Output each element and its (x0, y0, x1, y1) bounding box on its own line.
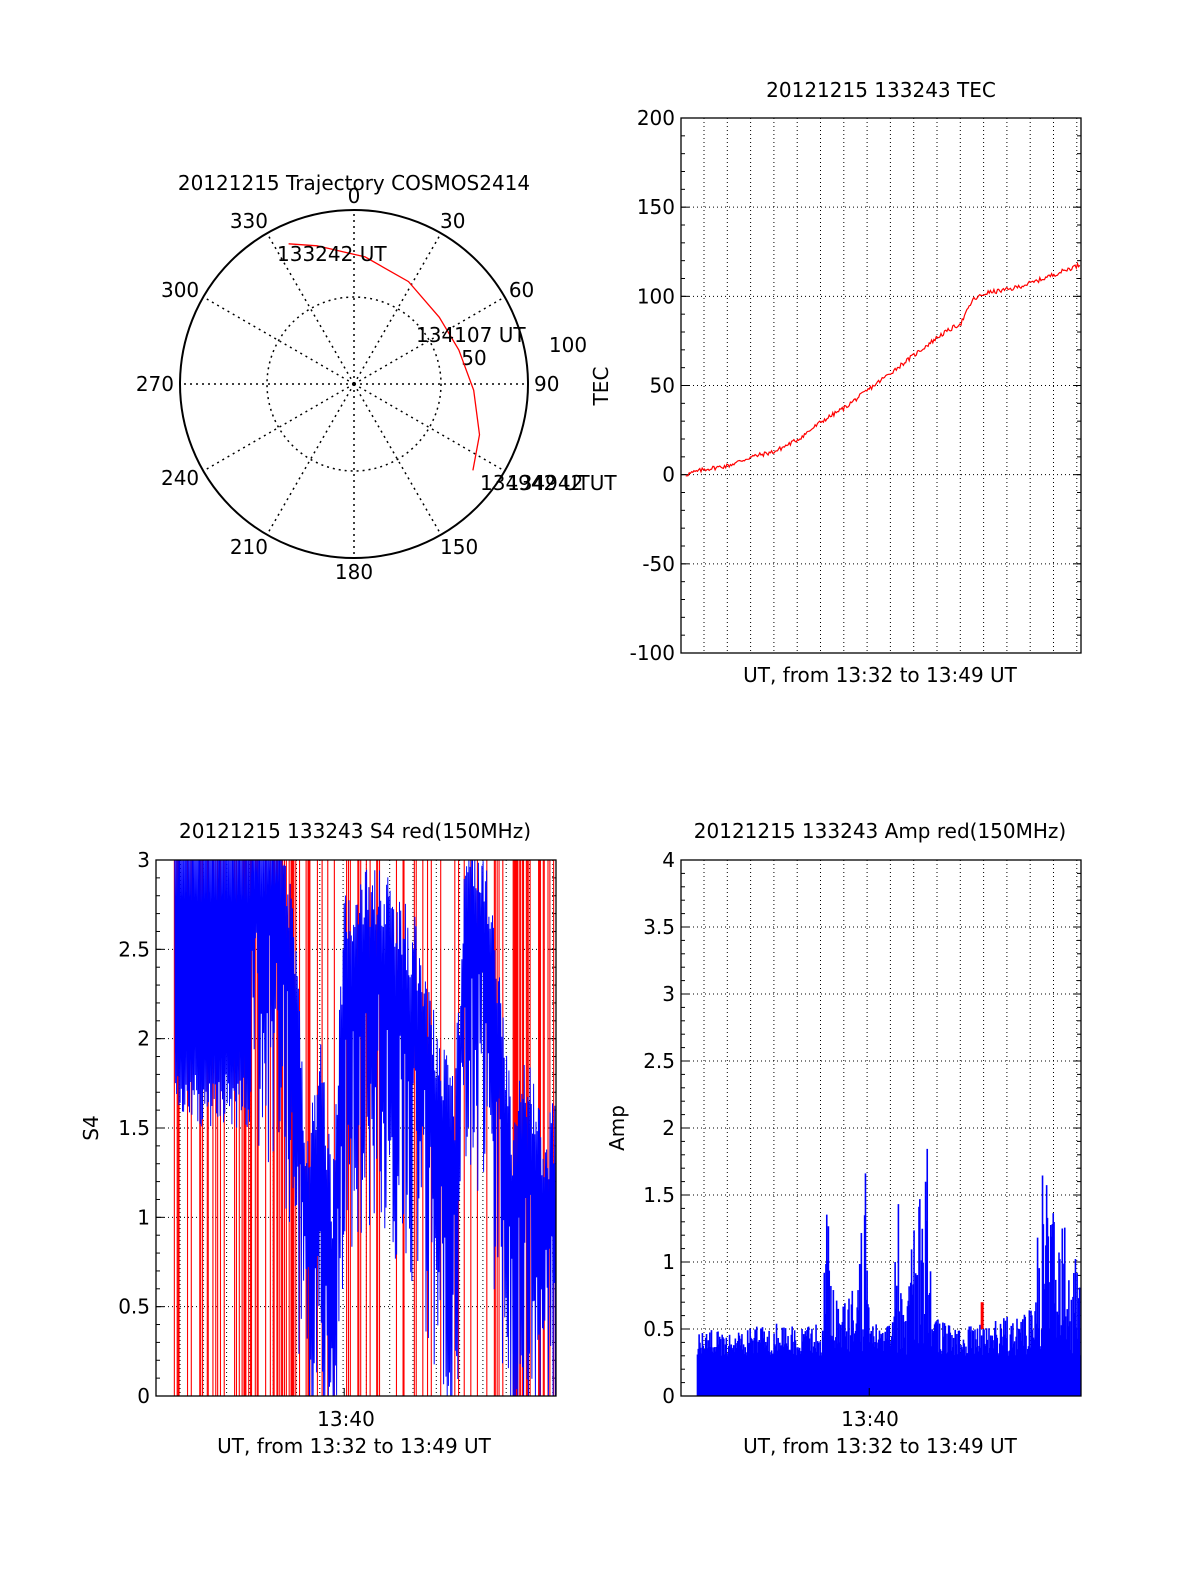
trajectory-end-annotation-b: 134942 UT (507, 471, 617, 495)
y-tick-label: 0 (662, 463, 675, 487)
y-tick-label: 3.5 (643, 915, 675, 939)
polar-angle-label: 210 (230, 535, 268, 559)
polar-spoke (266, 383, 355, 536)
y-tick-label: 2 (137, 1027, 150, 1051)
polar-angle-label: 90 (534, 372, 559, 396)
polar-angle-label: 60 (509, 278, 534, 302)
polar-spoke (202, 383, 355, 472)
y-tick-label: 0 (662, 1384, 675, 1408)
s4-blue-series (174, 859, 556, 1397)
y-tick-label: 2.5 (643, 1049, 675, 1073)
polar-ring-label-100: 100 (549, 333, 587, 357)
y-tick-label: -100 (630, 641, 675, 665)
polar-outer-circle (179, 209, 529, 559)
polar-ring-label-50: 50 (461, 346, 486, 370)
polar-angle-label: 330 (230, 209, 268, 233)
y-tick-label: 3 (662, 982, 675, 1006)
polar-spoke (353, 232, 442, 385)
y-tick-label: 0 (137, 1384, 150, 1408)
tec-y-axis-label: TEC (589, 367, 613, 407)
polar-spoke (353, 383, 442, 536)
y-tick-label: 0.5 (118, 1295, 150, 1319)
y-tick-label: 0.5 (643, 1317, 675, 1341)
trajectory-end-annotation-a: 134942 UT (480, 471, 590, 495)
tec-chart: 20121215 133243 TEC TEC UT, from 13:32 t… (589, 78, 1082, 687)
tec-series-line (685, 261, 1081, 477)
y-tick-label: 4 (662, 848, 675, 872)
trajectory-mid-annotation: 134107 UT (416, 323, 526, 347)
amp-y-axis-label: Amp (605, 1105, 629, 1151)
y-tick-label: 1.5 (643, 1183, 675, 1207)
amp-x-axis-label: UT, from 13:32 to 13:49 UT (743, 1434, 1018, 1458)
polar-trajectory (288, 243, 481, 471)
trajectory-line (288, 243, 481, 471)
y-tick-label: 1.5 (118, 1116, 150, 1140)
polar-angle-label: 0 (348, 184, 361, 208)
s4-x-tick-label: 13:40 (317, 1407, 375, 1431)
polar-spoke (266, 232, 355, 385)
polar-angle-label: 150 (440, 535, 478, 559)
tec-x-axis-label: UT, from 13:32 to 13:49 UT (743, 663, 1018, 687)
s4-x-axis-label: UT, from 13:32 to 13:49 UT (217, 1434, 492, 1458)
amp-chart-title: 20121215 133243 Amp red(150MHz) (694, 819, 1066, 843)
polar-spoke (202, 296, 355, 385)
polar-angle-label: 30 (440, 209, 465, 233)
y-tick-label: 150 (637, 195, 675, 219)
s4-chart: 20121215 133243 S4 red(150MHz) S4 13:40 … (79, 819, 557, 1458)
y-tick-label: 2 (662, 1116, 675, 1140)
amp-x-tick-label: 13:40 (841, 1407, 899, 1431)
polar-angle-label: 300 (161, 278, 199, 302)
polar-spoke (353, 296, 506, 385)
y-tick-label: 100 (637, 284, 675, 308)
y-tick-label: 2.5 (118, 937, 150, 961)
y-tick-label: 1 (662, 1250, 675, 1274)
y-tick-label: -50 (642, 552, 675, 576)
polar-angle-label: 270 (136, 372, 174, 396)
polar-angle-label: 240 (161, 466, 199, 490)
polar-spoke (353, 383, 506, 472)
amp-chart: 20121215 133243 Amp red(150MHz) Amp 13:4… (605, 819, 1082, 1458)
y-tick-label: 3 (137, 848, 150, 872)
amp-base-fill (697, 1355, 1081, 1396)
plot-frame (680, 117, 1082, 654)
plot-frame (155, 859, 557, 1397)
polar-inner-ring (266, 296, 442, 472)
s4-chart-title: 20121215 133243 S4 red(150MHz) (179, 819, 531, 843)
polar-angle-label: 180 (335, 560, 373, 584)
plot-frame (680, 859, 1082, 1397)
y-tick-label: 200 (637, 106, 675, 130)
y-tick-label: 50 (650, 374, 675, 398)
polar-angle-labels: 0 30 60 90 150 180 210 240 270 300 330 50 100 (136, 184, 587, 584)
tec-chart-title: 20121215 133243 TEC (766, 78, 996, 102)
polar-chart-title: 20121215 Trajectory COSMOS2414 (178, 171, 530, 195)
polar-grid (179, 209, 529, 559)
s4-y-axis-label: S4 (79, 1115, 103, 1140)
polar-trajectory-chart: 20121215 Trajectory COSMOS2414 0 30 60 90 15… (136, 171, 618, 584)
y-tick-label: 1 (137, 1205, 150, 1229)
trajectory-start-annotation: 133242 UT (277, 242, 387, 266)
